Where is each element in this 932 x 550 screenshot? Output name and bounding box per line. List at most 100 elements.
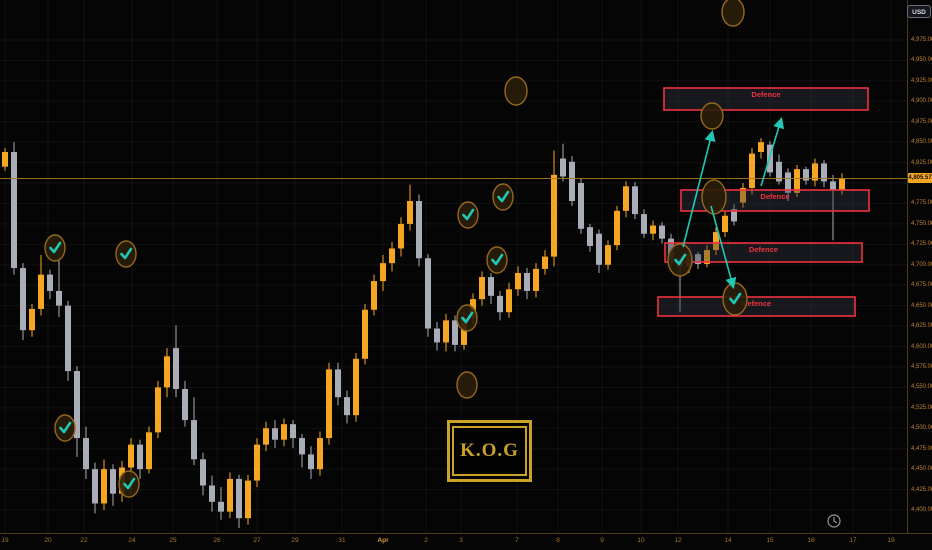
candle-body — [137, 444, 143, 470]
currency-toggle-button[interactable]: USD — [907, 5, 931, 18]
defence-zone-box[interactable]: Defence — [663, 87, 869, 111]
ellipse-shape[interactable] — [701, 179, 727, 215]
ellipse-marker[interactable] — [456, 371, 478, 399]
candle-body — [425, 258, 431, 329]
last-price-badge: 4,805.57 — [908, 173, 932, 184]
ellipse-shape[interactable] — [44, 234, 66, 262]
ellipse-shape[interactable] — [486, 246, 508, 274]
ellipse-shape[interactable] — [492, 183, 514, 211]
candle-body — [263, 428, 269, 445]
ellipse-marker[interactable] — [456, 304, 478, 332]
ellipse-marker[interactable] — [486, 246, 508, 274]
ellipse-marker[interactable] — [115, 240, 137, 268]
candlestick — [227, 472, 233, 519]
candlestick — [335, 362, 341, 406]
checkmark-icon — [461, 311, 474, 324]
candle-body — [200, 459, 206, 486]
trend-arrow[interactable] — [760, 116, 785, 187]
price-axis[interactable]: 4,975.00 4,950.00 4,925.00 4,900.00 4,875.00… — [907, 0, 932, 533]
time-tick-label: 3 — [459, 537, 463, 544]
kog-watermark-logo: K.O.G — [447, 420, 532, 482]
candlestick — [155, 380, 161, 439]
candle-body — [20, 268, 26, 331]
ellipse-shape[interactable] — [115, 240, 137, 268]
candlestick — [272, 420, 278, 448]
ellipse-marker[interactable] — [44, 234, 66, 262]
ellipse-marker[interactable] — [492, 183, 514, 211]
time-tick-label: 22 — [80, 537, 88, 544]
ellipse-marker[interactable] — [721, 0, 745, 27]
checkmark-icon — [120, 247, 133, 260]
candle-body — [560, 158, 566, 177]
defence-zone-rect[interactable] — [664, 242, 863, 263]
candle-body — [794, 169, 800, 193]
price-tick-label: 4,550.00 — [911, 384, 932, 391]
candlestick — [20, 263, 26, 340]
candle-body — [551, 174, 557, 257]
candlestick — [290, 420, 296, 448]
kog-logo-inner-frame: K.O.G — [452, 426, 527, 476]
ellipse-shape[interactable] — [721, 0, 745, 27]
candle-body — [812, 163, 818, 181]
ellipse-shape[interactable] — [54, 414, 76, 442]
candlestick — [200, 452, 206, 496]
ellipse-marker[interactable] — [722, 282, 748, 316]
ellipse-marker[interactable] — [701, 179, 727, 215]
candlestick — [776, 154, 782, 185]
trend-arrow[interactable] — [710, 205, 737, 290]
ellipse-marker[interactable] — [504, 76, 528, 106]
candle-body — [380, 263, 386, 282]
ellipse-marker[interactable] — [700, 102, 724, 130]
price-tick-label: 4,525.00 — [911, 404, 932, 411]
time-tick-label: 20 — [44, 537, 52, 544]
defence-zone-box[interactable]: Defence — [657, 296, 856, 317]
candle-body — [290, 424, 296, 439]
ellipse-shape[interactable] — [700, 102, 724, 130]
time-axis[interactable]: 19 20 22 24 25 26 27 29 31 Apr 2 3 7 8 9 10 12 14 15 16 17 19 — [0, 533, 932, 550]
ellipse-marker[interactable] — [457, 201, 479, 229]
candlestick — [713, 227, 719, 255]
defence-zone-box[interactable]: Defence — [680, 189, 870, 212]
ellipse-marker[interactable] — [667, 243, 693, 277]
price-tick-label: 4,725.00 — [911, 241, 932, 248]
candle-body — [92, 469, 98, 504]
defence-zone-rect[interactable] — [680, 189, 870, 212]
candlestick — [263, 421, 269, 452]
candlestick — [317, 431, 323, 476]
clock-icon[interactable] — [826, 513, 842, 529]
candle-body — [308, 454, 314, 470]
defence-zone-label: Defence — [749, 245, 778, 254]
price-tick-label: 4,700.00 — [911, 261, 932, 268]
candle-body — [407, 201, 413, 224]
candlestick — [362, 304, 368, 365]
ellipse-shape[interactable] — [722, 282, 748, 316]
candle-body — [47, 274, 53, 291]
candle-body — [326, 369, 332, 439]
checkmark-icon — [49, 241, 62, 254]
ellipse-shape[interactable] — [667, 243, 693, 277]
candlestick — [551, 150, 557, 267]
candlestick — [110, 464, 116, 506]
candle-body — [362, 309, 368, 359]
candle-body — [479, 277, 485, 300]
candle-body — [623, 186, 629, 211]
ellipse-shape[interactable] — [456, 371, 478, 399]
checkmark-icon — [674, 253, 687, 266]
ellipse-shape[interactable] — [504, 76, 528, 106]
candlestick — [479, 271, 485, 306]
ellipse-marker[interactable] — [54, 414, 76, 442]
ellipse-marker[interactable] — [118, 470, 140, 498]
trend-arrow[interactable] — [682, 129, 716, 248]
ellipse-shape[interactable] — [456, 304, 478, 332]
defence-zone-label: Defence — [751, 90, 780, 99]
candlestick — [380, 254, 386, 291]
ellipse-shape[interactable] — [457, 201, 479, 229]
defence-zone-rect[interactable] — [657, 296, 856, 317]
checkmark-icon — [462, 208, 475, 221]
ellipse-shape[interactable] — [118, 470, 140, 498]
defence-zone-box[interactable]: Defence — [664, 242, 863, 263]
candle-body — [506, 289, 512, 313]
candlestick — [218, 487, 224, 520]
candlestick — [353, 353, 359, 422]
